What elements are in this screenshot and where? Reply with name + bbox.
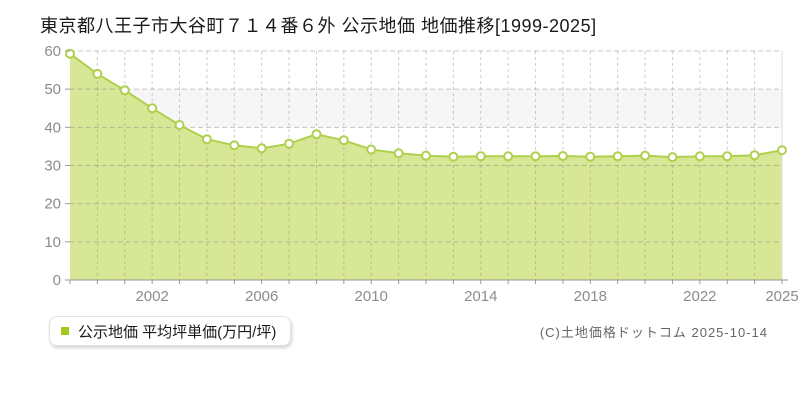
copyright-text: (C)土地価格ドットコム 2025-10-14	[539, 325, 768, 340]
data-point-marker	[503, 151, 514, 162]
data-point-marker	[229, 140, 240, 151]
x-tick-label: 2006	[245, 288, 278, 305]
data-point-marker	[475, 151, 486, 162]
x-tick-label: 2002	[135, 288, 168, 305]
data-point-marker	[448, 151, 459, 162]
y-tick-label: 40	[44, 119, 61, 136]
x-tick-label: 2018	[574, 288, 607, 305]
y-tick-label: 50	[44, 81, 61, 98]
x-tick-label: 2010	[355, 288, 388, 305]
data-point-marker	[612, 151, 623, 162]
y-tick-label: 30	[44, 158, 61, 175]
data-point-marker	[722, 151, 733, 162]
y-tick-label: 10	[44, 234, 61, 251]
data-point-marker	[585, 151, 596, 162]
data-point-marker	[393, 148, 404, 159]
data-point-marker	[338, 135, 349, 146]
data-point-marker	[557, 151, 568, 161]
data-point-marker	[119, 85, 130, 96]
data-point-marker	[65, 48, 75, 59]
data-point-marker	[667, 152, 678, 163]
area-fill	[70, 53, 782, 281]
chart-title: 東京都八王子市大谷町７１４番６外 公示地価 地価推移[1999-2025]	[40, 16, 597, 36]
y-tick-label: 60	[44, 43, 61, 60]
data-point-marker	[256, 143, 267, 154]
data-point-marker	[694, 151, 705, 162]
data-point-marker	[201, 134, 212, 145]
data-point-marker	[174, 120, 185, 130]
x-tick-label: 2022	[683, 288, 716, 305]
data-point-marker	[311, 129, 322, 140]
plot-band	[70, 89, 782, 128]
data-point-marker	[147, 103, 158, 114]
data-point-marker	[366, 144, 377, 155]
data-point-marker	[777, 145, 787, 156]
data-point-marker	[421, 150, 431, 161]
data-point-marker	[640, 150, 651, 161]
x-tick-label: 2014	[464, 288, 497, 305]
legend-bullet-icon	[61, 327, 69, 335]
data-point-marker	[749, 150, 760, 161]
data-point-marker	[92, 68, 103, 79]
legend-label: 公示地価 平均坪単価(万円/坪)	[78, 323, 277, 341]
y-tick-label: 20	[44, 196, 61, 213]
price-trend-area-chart: 0 10 20 30 40 50 60 2002 2006 2010 2014 2018 2022 202…	[44, 43, 798, 305]
x-tick-label: 2025	[765, 288, 798, 305]
legend: 公示地価 平均坪単価(万円/坪)	[49, 316, 292, 346]
y-tick-label: 0	[53, 272, 61, 289]
data-point-marker	[530, 151, 541, 162]
data-point-marker	[284, 138, 295, 149]
